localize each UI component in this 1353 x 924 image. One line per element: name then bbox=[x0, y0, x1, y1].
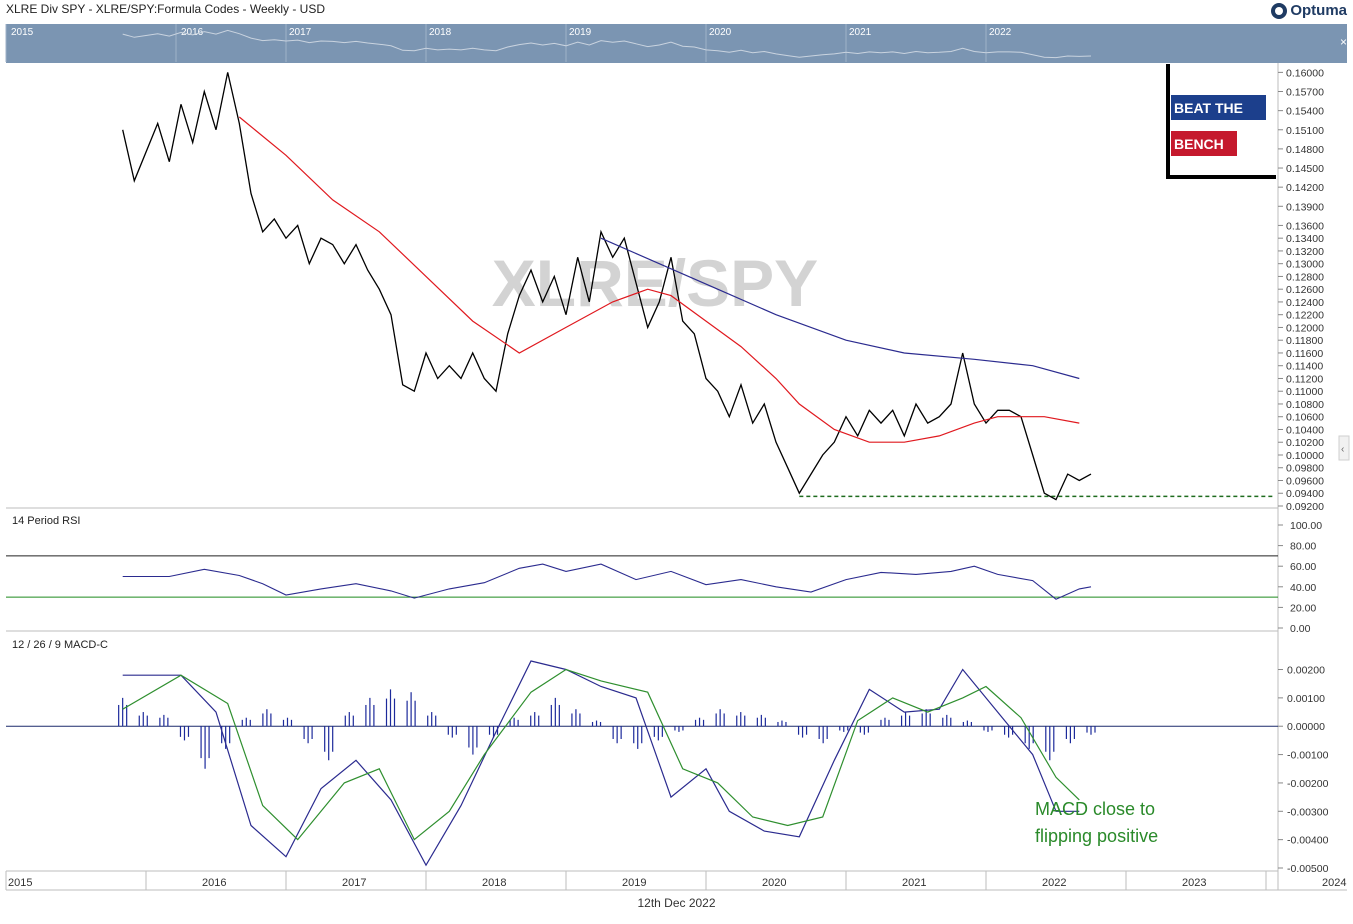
x-axis-year-label: 2018 bbox=[482, 877, 506, 889]
price-series-line-1 bbox=[238, 116, 1080, 443]
price-ytick-label: 0.13000 bbox=[1286, 259, 1324, 271]
price-ytick-label: 0.11800 bbox=[1286, 335, 1323, 347]
price-ytick-label: 0.16000 bbox=[1286, 67, 1324, 79]
macd-ytick-label: -0.00500 bbox=[1287, 863, 1329, 875]
macd-ytick-label: -0.00400 bbox=[1287, 835, 1329, 847]
price-ytick-label: 0.15700 bbox=[1286, 87, 1324, 99]
price-ytick-label: 0.15100 bbox=[1286, 125, 1324, 137]
badge-red-block bbox=[1171, 131, 1237, 156]
rsi-ytick-label: 0.00 bbox=[1290, 623, 1311, 635]
x-axis-year-label: 2021 bbox=[902, 877, 926, 889]
macd-ytick-label: -0.00200 bbox=[1287, 778, 1329, 790]
price-ytick-label: 0.10000 bbox=[1286, 450, 1324, 462]
navigator-year-label: 2021 bbox=[849, 27, 872, 38]
price-ytick-label: 0.13400 bbox=[1286, 233, 1324, 245]
beat-the-bench-badge: BEAT THE BENCH bbox=[1166, 64, 1276, 179]
price-ytick-label: 0.09600 bbox=[1286, 475, 1324, 487]
price-ytick-label: 0.13200 bbox=[1286, 246, 1324, 258]
rsi-series-line-0 bbox=[122, 563, 1092, 600]
price-ytick-label: 0.09800 bbox=[1286, 463, 1324, 475]
x-axis-year-label: 2024 bbox=[1322, 877, 1346, 889]
price-ytick-label: 0.09400 bbox=[1286, 488, 1324, 500]
macd-ytick-label: -0.00300 bbox=[1287, 806, 1329, 818]
price-ytick-label: 0.10200 bbox=[1286, 437, 1324, 449]
price-ytick-label: 0.14800 bbox=[1286, 144, 1324, 156]
price-ytick-label: 0.14200 bbox=[1286, 182, 1324, 194]
price-ytick-label: 0.11200 bbox=[1286, 373, 1323, 385]
navigator-labels: 2015 2016 2017 2018 2019 2020 2021 2022 bbox=[5, 24, 1012, 62]
macd-ytick-label: 0.00000 bbox=[1287, 721, 1325, 733]
price-ytick-label: 0.12200 bbox=[1286, 310, 1324, 322]
price-ytick-label: 0.13600 bbox=[1286, 220, 1324, 232]
macd-series-line-0 bbox=[122, 660, 1080, 867]
price-ytick-label: 0.10800 bbox=[1286, 399, 1324, 411]
x-axis-year-label: 2016 bbox=[202, 877, 226, 889]
price-ytick-label: 0.14500 bbox=[1286, 163, 1324, 175]
navigator-bar[interactable] bbox=[6, 24, 1347, 63]
navigator-year-label: 2020 bbox=[709, 27, 732, 38]
macd-ytick-label: 0.00200 bbox=[1287, 665, 1325, 677]
rsi-panel-title: 14 Period RSI bbox=[12, 515, 80, 527]
price-ytick-label: 0.11400 bbox=[1286, 361, 1323, 373]
scroll-handle[interactable] bbox=[1338, 435, 1350, 461]
rsi-ytick-label: 40.00 bbox=[1290, 582, 1316, 594]
optuma-logo: Optuma bbox=[1271, 2, 1347, 19]
price-ytick-label: 0.12600 bbox=[1286, 284, 1324, 296]
price-ytick-label: 0.09200 bbox=[1286, 501, 1324, 513]
macd-ytick-label: 0.00100 bbox=[1287, 693, 1325, 705]
x-axis-year-label: 2023 bbox=[1182, 877, 1206, 889]
macd-ytick-label: -0.00100 bbox=[1287, 750, 1329, 762]
macd-series-line-1 bbox=[122, 668, 1080, 841]
watermark: XLRE/SPY bbox=[492, 246, 818, 320]
price-ytick-label: 0.13900 bbox=[1286, 201, 1324, 213]
price-ytick-label: 0.12400 bbox=[1286, 297, 1324, 309]
rsi-ytick-label: 100.00 bbox=[1290, 520, 1322, 532]
x-axis-year-label: 2022 bbox=[1042, 877, 1066, 889]
price-ytick-label: 0.12000 bbox=[1286, 322, 1324, 334]
navigator-year-label: 2018 bbox=[429, 27, 452, 38]
rsi-ytick-label: 20.00 bbox=[1290, 602, 1316, 614]
footer-date: 12th Dec 2022 bbox=[637, 896, 716, 910]
macd-annotation-line2: flipping positive bbox=[1035, 826, 1158, 846]
badge-line2: BENCH bbox=[1174, 136, 1224, 152]
navigator-year-label: 2015 bbox=[11, 27, 34, 38]
navigator-close-icon[interactable]: × bbox=[1340, 35, 1347, 49]
price-ytick-label: 0.12800 bbox=[1286, 271, 1324, 283]
price-ytick-label: 0.10600 bbox=[1286, 412, 1324, 424]
macd-annotation-line1: MACD close to bbox=[1035, 799, 1155, 819]
price-ytick-label: 0.11600 bbox=[1286, 348, 1323, 360]
rsi-ytick-label: 60.00 bbox=[1290, 561, 1316, 573]
x-axis-year-label: 2020 bbox=[762, 877, 786, 889]
price-ytick-label: 0.11000 bbox=[1286, 386, 1323, 398]
rsi-ytick-label: 80.00 bbox=[1290, 541, 1316, 553]
chevron-left-icon[interactable]: ‹ bbox=[1341, 444, 1344, 455]
navigator-year-label: 2019 bbox=[569, 27, 592, 38]
price-ytick-label: 0.15400 bbox=[1286, 106, 1324, 118]
macd-panel-title: 12 / 26 / 9 MACD-C bbox=[12, 639, 108, 651]
navigator-year-label: 2022 bbox=[989, 27, 1012, 38]
navigator-line bbox=[122, 29, 1092, 59]
navigator-year-label: 2016 bbox=[181, 27, 204, 38]
x-axis-year-label: 2017 bbox=[342, 877, 366, 889]
price-series-line-0 bbox=[122, 72, 1092, 501]
chart-title: XLRE Div SPY - XLRE/SPY:Formula Codes - … bbox=[6, 2, 325, 16]
price-series-line-2 bbox=[600, 237, 1080, 380]
price-ytick-label: 0.10400 bbox=[1286, 424, 1324, 436]
optuma-mark-icon bbox=[1271, 2, 1288, 19]
brand-name: Optuma bbox=[1290, 2, 1347, 19]
badge-line1: BEAT THE bbox=[1174, 100, 1243, 116]
navigator-year-label: 2017 bbox=[289, 27, 312, 38]
x-axis-year-label: 2015 bbox=[8, 877, 32, 889]
badge-blue-block bbox=[1171, 95, 1266, 120]
x-axis-year-label: 2019 bbox=[622, 877, 646, 889]
